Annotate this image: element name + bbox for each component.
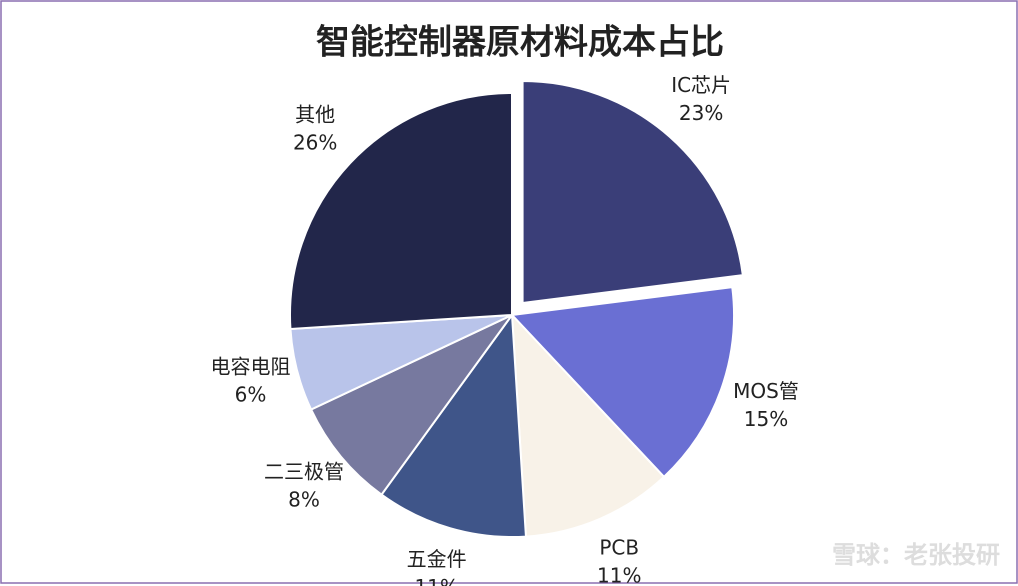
slice-value-label: 8% bbox=[288, 488, 320, 512]
slice-label: IC芯片 bbox=[671, 73, 731, 97]
pie-slice bbox=[521, 79, 744, 305]
pie-slice bbox=[289, 91, 513, 330]
slice-value-label: 26% bbox=[293, 131, 337, 155]
slice-label: 电容电阻 bbox=[210, 355, 290, 379]
watermark: 雪球：老张投研 bbox=[832, 541, 1000, 569]
slice-label: 其他 bbox=[295, 103, 335, 127]
pie-slice bbox=[309, 314, 513, 496]
slice-value-label: 11% bbox=[414, 575, 458, 586]
slice-value-label: 6% bbox=[235, 383, 267, 407]
slice-label: 五金件 bbox=[407, 547, 467, 571]
slice-label: 二三极管 bbox=[264, 460, 344, 484]
chart-title: 智能控制器原材料成本占比 bbox=[316, 23, 724, 63]
slice-value-label: 11% bbox=[597, 563, 641, 586]
pie-slice bbox=[380, 312, 528, 538]
pie-slice bbox=[510, 312, 666, 538]
slice-value-label: 15% bbox=[744, 407, 788, 431]
slice-label: PCB bbox=[599, 535, 639, 559]
pie-slice bbox=[509, 286, 735, 479]
slice-label: MOS管 bbox=[733, 379, 799, 403]
slice-value-label: 23% bbox=[679, 101, 723, 125]
